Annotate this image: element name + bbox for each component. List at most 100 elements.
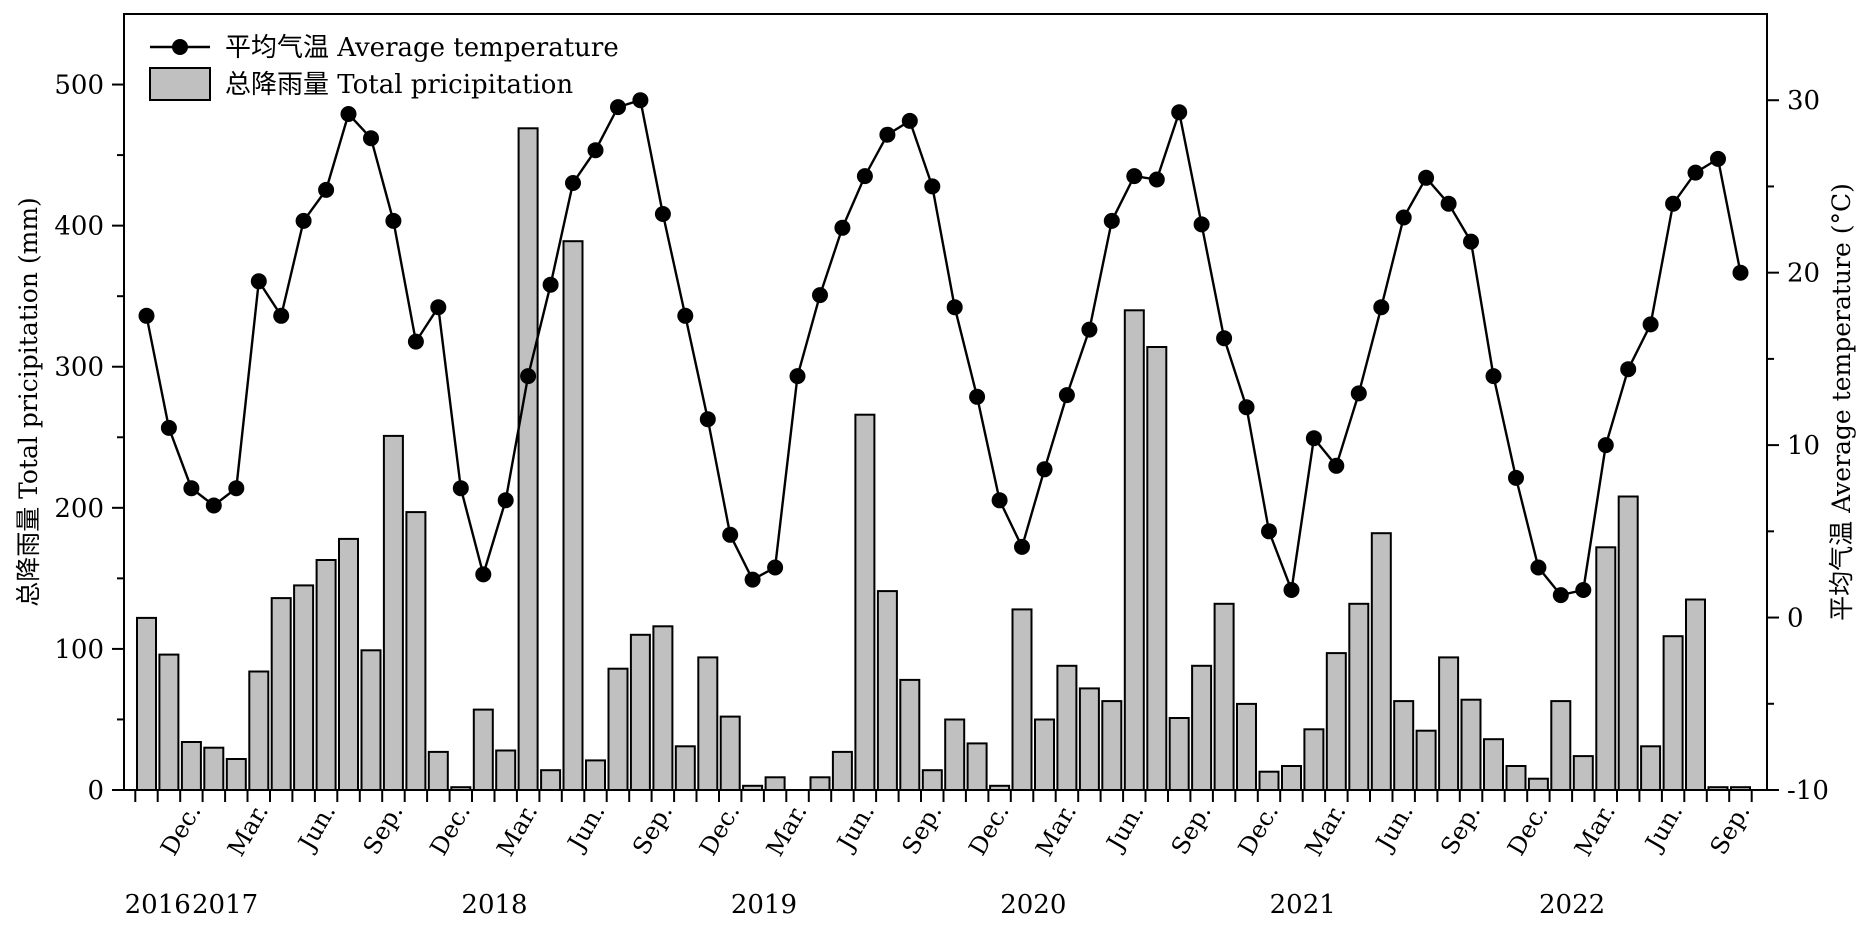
precipitation-bar [1348,602,1370,791]
precipitation-bar [1662,635,1684,792]
legend-temperature-marker [172,39,188,55]
temperature-point [1103,212,1120,229]
precipitation-bar [382,434,404,791]
x-month-label: Jun. [830,799,880,857]
temperature-point [407,333,424,350]
precipitation-bar [764,776,786,791]
x-year-label: 2019 [731,890,797,920]
x-year-label: 2022 [1539,890,1605,920]
temperature-point [205,497,222,514]
x-month-label: Jun. [291,799,341,857]
precipitation-bar [1415,729,1437,792]
temperature-point [1305,430,1322,447]
precipitation-bar [1527,777,1549,792]
temperature-point [1463,233,1479,250]
precipitation-bar [495,749,517,791]
precipitation-bar [1101,700,1123,791]
temperature-point [1126,168,1143,185]
precipitation-bar [203,746,225,792]
temperature-point [295,212,312,229]
legend-precipitation-label: 总降雨量 Total pricipitation [225,70,573,100]
precipitation-bar [607,667,629,792]
precipitation-bar [876,590,898,791]
temperature-point [1732,264,1749,281]
temperature-point [789,368,806,385]
precipitation-bar [1191,664,1213,791]
temperature-point [1238,399,1255,416]
precipitation-bar [338,537,359,792]
axes [123,13,1768,791]
left-y-tick-label: 300 [54,353,104,383]
precipitation-bar [1303,728,1325,791]
temperature-point [1350,385,1367,402]
temperature-point [475,566,492,583]
x-year-label: 2018 [461,890,527,920]
temperature-point [497,492,514,509]
temperature-point [1216,330,1233,347]
precipitation-bar [517,127,539,792]
left-y-axis: 0 100 200 300 400 500 [54,71,124,806]
temperature-point [160,419,177,436]
legend: 平均气温 Average temperature 总降雨量 Total pric… [149,33,619,101]
left-y-tick-label: 500 [54,71,104,101]
temperature-point [1597,437,1614,454]
x-month-label: Jun. [1100,799,1150,857]
precipitation-bar [809,776,831,791]
precipitation-bar [180,741,202,791]
left-y-tick-label: 200 [54,494,104,524]
precipitation-bar [1438,656,1460,792]
precipitation-bar [854,413,876,791]
precipitation-bar [921,769,943,792]
precipitation-bar [1572,755,1594,791]
x-month-label: Sep. [358,799,409,859]
temperature-point [610,99,626,116]
x-year-label: 2016 [125,890,191,920]
precipitation-bar [1550,700,1572,791]
precipitation-bar [899,678,921,792]
x-month-label: Sep. [896,799,947,859]
right-y-tick-label: 0 [1787,604,1804,634]
x-month-label: Dec. [424,799,476,860]
temperature-point [385,212,402,229]
x-month-label: Mar. [1569,799,1621,861]
temperature-point [1283,582,1300,598]
precipitation-bar [1483,738,1504,792]
x-month-label: Jun. [1638,799,1688,857]
precipitation-bar [1236,702,1257,792]
temperature-point [632,92,649,109]
x-month-label: Sep. [627,799,678,859]
temperature-point [1171,104,1188,121]
precipitation-bar [1281,765,1302,791]
temperature-point [250,273,267,290]
temperature-point [924,178,941,195]
temperature-point [1373,299,1390,316]
x-year-label: 2017 [192,890,258,920]
temperature-point [1530,559,1547,576]
precipitation-bars [136,127,1751,792]
precipitation-bar [652,625,674,791]
precipitation-bar [719,715,741,791]
temperature-point [991,492,1008,509]
temperature-point [699,411,716,428]
temperature-point [1193,216,1210,233]
temperature-point [879,126,896,143]
precipitation-bar [1460,698,1482,792]
temperature-line [145,98,1742,597]
temperature-point [744,571,761,588]
temperature-point [1395,209,1412,226]
precipitation-bar [293,584,315,792]
precipitation-bar [585,759,606,792]
temperature-point [969,388,986,405]
temperature-point [340,106,357,122]
left-y-tick-label: 400 [54,212,104,242]
right-y-tick-label: 30 [1787,86,1820,116]
x-axis: Dec. Mar. Jun. Sep. Dec. Mar. Jun. Sep. Dec. Mar.… [125,790,1756,920]
x-year-label: 2021 [1270,890,1336,920]
temperature-point [946,299,963,316]
precipitation-bar [1370,532,1392,791]
temperature-point [1261,523,1277,540]
x-month-label: Sep. [1166,799,1217,859]
x-month-label: Jun. [1369,799,1419,857]
precipitation-bar [315,559,337,791]
